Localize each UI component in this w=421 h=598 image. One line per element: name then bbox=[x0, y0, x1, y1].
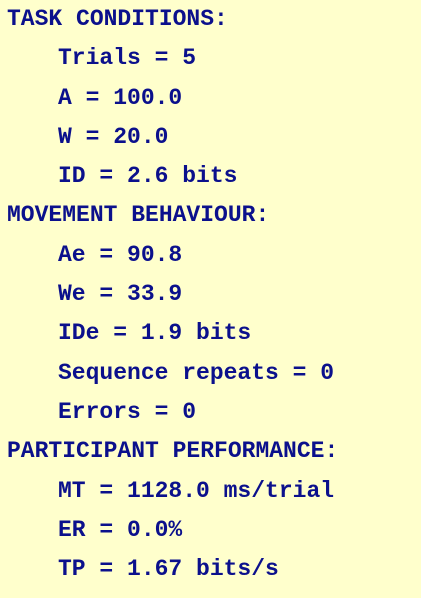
error-rate-value: ER = 0.0% bbox=[58, 516, 183, 543]
task-conditions-heading: TASK CONDITIONS: bbox=[7, 6, 228, 32]
throughput-value: TP = 1.67 bits/s bbox=[58, 556, 279, 583]
movement-time-value: MT = 1128.0 ms/trial bbox=[58, 477, 335, 504]
effective-width-value: We = 33.9 bbox=[58, 281, 183, 308]
width-value: W = 20.0 bbox=[58, 123, 169, 150]
errors-value: Errors = 0 bbox=[58, 398, 197, 425]
effective-amplitude-value: Ae = 90.8 bbox=[58, 241, 183, 268]
trials-value: Trials = 5 bbox=[58, 45, 197, 72]
participant-performance-heading: PARTICIPANT PERFORMANCE: bbox=[7, 438, 339, 465]
movement-behaviour-heading: MOVEMENT BEHAVIOUR: bbox=[7, 202, 270, 229]
effective-id-value: IDe = 1.9 bits bbox=[58, 320, 252, 347]
index-of-difficulty-value: ID = 2.6 bits bbox=[58, 163, 238, 190]
amplitude-value: A = 100.0 bbox=[58, 84, 183, 111]
sequence-repeats-value: Sequence repeats = 0 bbox=[58, 359, 335, 386]
